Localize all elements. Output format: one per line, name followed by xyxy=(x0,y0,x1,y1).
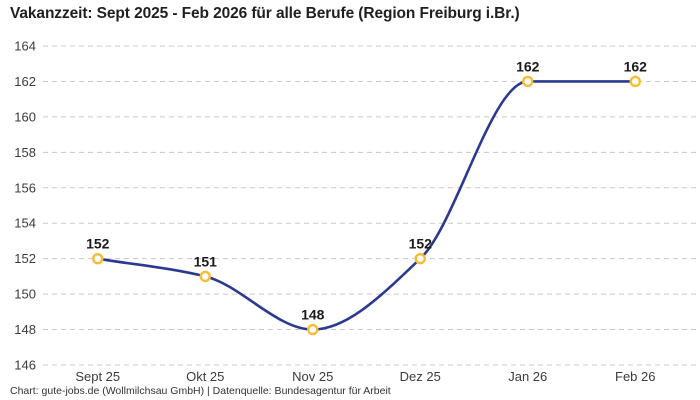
data-point-marker xyxy=(92,252,104,265)
y-tick-label: 164 xyxy=(14,39,36,54)
y-tick-label: 158 xyxy=(14,145,36,160)
x-tick-label: Feb 26 xyxy=(615,369,655,384)
data-point-label: 151 xyxy=(194,253,218,269)
y-tick-label: 156 xyxy=(14,180,36,195)
y-tick-label: 152 xyxy=(14,251,36,266)
x-tick-label: Dez 25 xyxy=(400,369,441,384)
y-tick-label: 154 xyxy=(14,216,36,231)
y-tick-label: 146 xyxy=(14,358,36,373)
data-point-marker xyxy=(629,75,641,88)
y-tick-label: 150 xyxy=(14,287,36,302)
series-line xyxy=(96,80,637,331)
y-tick-label: 162 xyxy=(14,74,36,89)
x-tick-label: Sept 25 xyxy=(75,369,120,384)
data-point-marker xyxy=(414,252,426,265)
x-tick-label: Nov 25 xyxy=(292,369,333,384)
data-point-label: 162 xyxy=(624,58,648,74)
data-point-label: 162 xyxy=(516,58,540,74)
data-point-marker xyxy=(199,270,211,283)
chart-title: Vakanzzeit: Sept 2025 - Feb 2026 für all… xyxy=(10,5,520,22)
data-point-label: 148 xyxy=(301,307,325,323)
data-point-marker xyxy=(307,323,319,336)
y-tick-label: 160 xyxy=(14,109,36,124)
chart-footer: Chart: gute-jobs.de (Wollmilchsau GmbH) … xyxy=(10,385,391,397)
data-point-label: 152 xyxy=(86,236,110,252)
y-tick-label: 148 xyxy=(14,322,36,337)
data-point-marker xyxy=(522,75,534,88)
data-point-label: 152 xyxy=(409,236,433,252)
x-tick-label: Okt 25 xyxy=(186,369,224,384)
x-tick-label: Jan 26 xyxy=(508,369,547,384)
